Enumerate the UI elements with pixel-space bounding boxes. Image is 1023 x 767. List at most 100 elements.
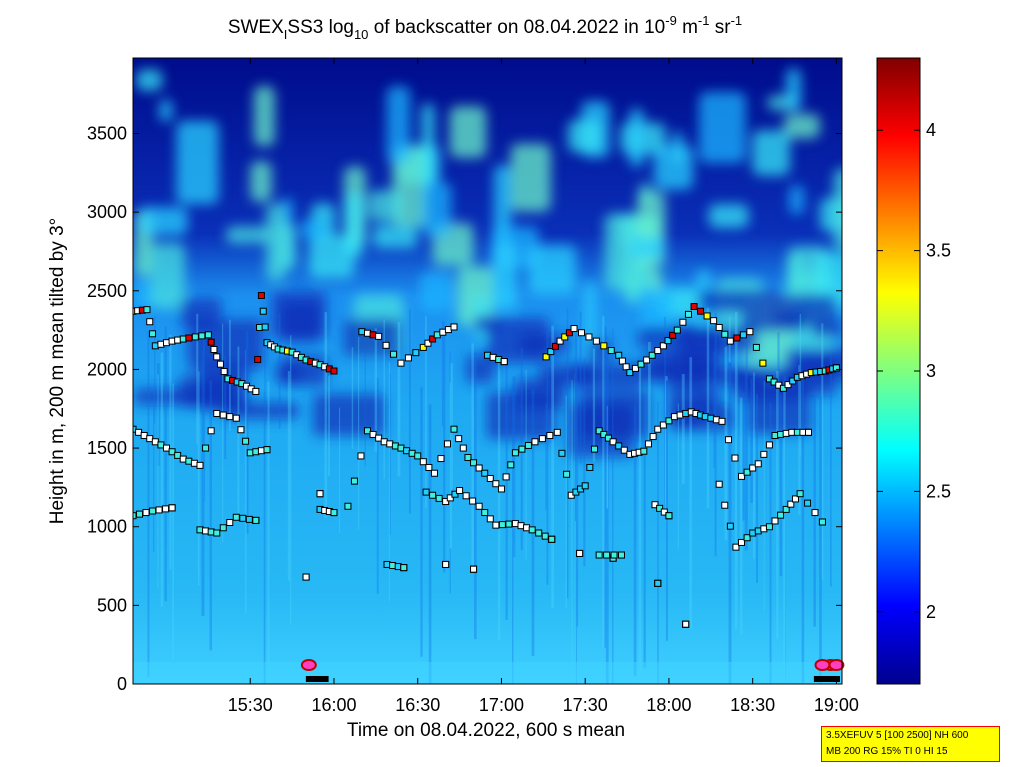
heatmap-streak bbox=[750, 378, 753, 503]
cloud-base-marker bbox=[660, 508, 668, 516]
heatmap-patch bbox=[784, 113, 820, 139]
cloud-base-marker bbox=[242, 437, 250, 445]
cloud-base-marker bbox=[419, 458, 427, 466]
cloud-base-marker bbox=[414, 452, 422, 460]
heatmap-streak bbox=[571, 380, 573, 684]
cloud-base-marker bbox=[497, 485, 505, 493]
heatmap-patch bbox=[492, 242, 517, 310]
heatmap-patch bbox=[732, 367, 802, 401]
cloud-base-marker bbox=[363, 427, 371, 435]
cloud-base-marker bbox=[149, 330, 157, 338]
heatmap-streak bbox=[244, 381, 247, 614]
cloud-base-marker bbox=[375, 332, 383, 340]
cloud-base-marker bbox=[168, 504, 176, 512]
heatmap-streak bbox=[742, 392, 745, 521]
heatmap-patch bbox=[654, 145, 694, 190]
cloud-base-marker bbox=[682, 620, 690, 628]
heatmap-streak bbox=[420, 387, 423, 657]
heatmap-streak bbox=[389, 373, 391, 535]
heatmap-streak bbox=[565, 395, 567, 609]
cloud-base-marker bbox=[760, 450, 768, 458]
cloud-base-marker bbox=[419, 343, 427, 351]
y-axis: 0 500 1000 1500 2000 2500 3000 3500 bbox=[87, 123, 842, 694]
cloud-base-marker bbox=[149, 507, 157, 515]
cloud-base-marker bbox=[684, 310, 692, 318]
y-tick-label: 3000 bbox=[87, 202, 127, 222]
cloud-base-marker bbox=[726, 522, 734, 530]
ground-flag bbox=[300, 659, 317, 671]
cloud-base-marker bbox=[155, 506, 163, 514]
cloud-base-marker bbox=[210, 346, 218, 354]
x-tick-label: 17:30 bbox=[563, 695, 608, 715]
cloud-base-marker bbox=[651, 501, 659, 509]
heatmap-patch bbox=[225, 226, 272, 244]
cloud-base-marker bbox=[746, 328, 754, 336]
heatmap-streak bbox=[603, 326, 607, 649]
cloud-base-marker bbox=[213, 353, 221, 361]
cloud-base-marker bbox=[626, 369, 634, 377]
cloud-base-marker bbox=[547, 348, 555, 356]
cloud-base-marker bbox=[743, 468, 751, 476]
heatmap-patch bbox=[421, 103, 435, 189]
cloud-base-marker bbox=[239, 514, 247, 522]
heatmap-streak bbox=[575, 383, 577, 684]
cloud-base-marker bbox=[174, 451, 182, 459]
cloud-base-marker bbox=[424, 339, 432, 347]
cloud-base-marker bbox=[213, 409, 221, 417]
cloud-base-marker bbox=[724, 436, 732, 444]
heatmap-streak bbox=[740, 397, 743, 635]
heatmap-streak bbox=[164, 326, 167, 602]
cloud-base-marker bbox=[610, 551, 618, 559]
heatmap-streak bbox=[612, 328, 614, 439]
heatmap-streak bbox=[664, 376, 668, 522]
heatmap-streak bbox=[776, 370, 779, 640]
heatmap-streak bbox=[364, 328, 366, 467]
cloud-base-marker bbox=[357, 452, 365, 460]
cloud-base-marker bbox=[220, 368, 228, 376]
cloud-base-marker bbox=[528, 526, 536, 534]
cloud-base-marker bbox=[486, 474, 494, 482]
heatmap-streak bbox=[224, 355, 227, 460]
heatmap-streak bbox=[769, 402, 772, 684]
cloud-base-marker bbox=[811, 509, 819, 517]
heatmap-patch bbox=[815, 252, 842, 308]
cloud-base-marker bbox=[561, 333, 569, 341]
heatmap-patch bbox=[159, 99, 173, 122]
heatmap-streak bbox=[605, 381, 608, 583]
cloud-base-marker bbox=[375, 434, 383, 442]
cloud-base-marker bbox=[669, 331, 677, 339]
cloud-base-marker bbox=[216, 360, 224, 368]
y-tick-label: 1000 bbox=[87, 517, 127, 537]
heatmap-patch bbox=[697, 289, 778, 313]
cloud-base-marker bbox=[469, 497, 477, 505]
cloud-base-marker bbox=[213, 529, 221, 537]
cloud-base-marker bbox=[739, 331, 747, 339]
cloud-base-marker bbox=[143, 306, 151, 314]
heatmap-streak bbox=[263, 391, 266, 684]
cloud-base-marker bbox=[136, 510, 144, 518]
title-unit-sr: sr bbox=[709, 17, 731, 38]
cloud-base-marker bbox=[470, 565, 478, 573]
cloud-base-marker bbox=[263, 446, 271, 454]
cloud-base-marker bbox=[316, 490, 324, 498]
ground-flag bbox=[814, 659, 831, 671]
title-unit-sup3: -1 bbox=[731, 13, 743, 28]
heatmap-streak bbox=[449, 351, 451, 594]
cloud-base-marker bbox=[818, 518, 826, 526]
cloud-base-marker bbox=[462, 492, 470, 500]
cloud-base-marker bbox=[715, 480, 723, 488]
ground-marker bbox=[817, 676, 824, 682]
cloud-base-marker bbox=[654, 579, 662, 587]
heatmap-streak bbox=[222, 323, 224, 543]
cloud-base-marker bbox=[505, 520, 513, 528]
cloud-base-marker bbox=[437, 455, 445, 463]
heatmap-streak bbox=[172, 383, 175, 659]
heatmap-streak bbox=[287, 371, 290, 581]
ground-marker bbox=[830, 676, 837, 682]
cloud-base-marker bbox=[765, 441, 773, 449]
heatmap-streak bbox=[724, 346, 728, 541]
cloud-base-marker bbox=[607, 347, 615, 355]
y-tick-label: 2500 bbox=[87, 281, 127, 301]
cloud-base-marker bbox=[541, 532, 549, 540]
cloud-base-marker bbox=[464, 454, 472, 462]
